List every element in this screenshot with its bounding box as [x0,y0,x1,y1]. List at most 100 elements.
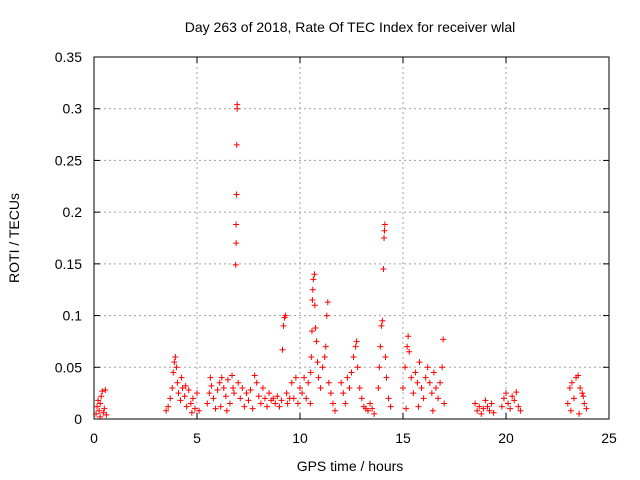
data-point [327,390,334,397]
data-point [509,393,516,400]
data-point [208,382,215,389]
data-point [356,384,363,391]
data-point [171,359,178,366]
data-point [352,343,359,350]
y-axis-label: ROTI / TECUs [6,193,22,283]
data-point [224,376,231,383]
data-point [187,400,194,407]
data-point [353,338,360,345]
y-tick-label: 0.05 [55,359,82,375]
data-point [513,389,520,396]
data-point [178,374,185,381]
data-point [212,405,219,412]
data-point [251,372,258,379]
data-point [426,379,433,386]
data-point [412,369,419,376]
data-point [439,364,446,371]
x-tick-label: 15 [395,430,411,446]
data-point [274,393,281,400]
data-point [179,384,186,391]
data-point [194,390,200,397]
data-point [163,407,170,414]
data-point [103,411,110,418]
data-point [319,364,326,371]
data-point [478,410,485,417]
data-point [324,299,331,306]
data-point [220,384,227,391]
chart-title: Day 263 of 2018, Rate Of TEC Index for r… [185,19,515,35]
data-point [288,379,295,386]
data-point [294,400,301,407]
data-point [577,384,584,391]
data-point [338,379,345,386]
y-tick-label: 0.25 [55,152,82,168]
data-points [93,101,590,420]
data-point [235,379,242,386]
data-point [430,369,437,376]
data-point [303,395,310,402]
data-point [233,141,240,148]
data-point [272,400,279,407]
data-point [169,384,176,391]
data-point [233,221,240,228]
data-point [101,405,108,412]
data-point [435,395,442,402]
data-point [207,374,214,381]
y-tick-label: 0.15 [55,256,82,272]
data-point [580,393,587,400]
data-point [350,353,357,360]
data-point [498,403,505,410]
data-point [564,400,571,407]
data-point [371,410,378,417]
data-point [317,384,324,391]
data-point [261,395,268,402]
data-point [403,405,410,412]
data-point [257,400,264,407]
data-point [581,400,588,407]
data-point [177,397,184,404]
data-point [96,407,103,414]
data-point [344,374,351,381]
data-point [480,405,487,412]
data-point [410,390,417,397]
data-point [308,353,315,360]
data-point [266,390,273,397]
data-point [226,400,233,407]
data-point [210,395,217,402]
data-point [278,397,285,404]
data-point [279,346,286,353]
x-tick-label: 25 [601,430,617,446]
data-point [486,407,493,414]
data-point [429,407,436,414]
data-point [191,405,198,412]
plot-frame [93,56,610,420]
x-tick-label: 20 [498,430,514,446]
data-point [307,400,314,407]
data-point [167,395,174,402]
y-tick-label: 0.1 [63,308,83,324]
data-point [204,400,211,407]
data-point [311,302,318,309]
data-point [307,369,314,376]
data-point [174,379,181,386]
data-point [484,403,491,410]
data-point [94,403,101,410]
data-point [309,297,316,304]
data-point [312,324,319,331]
data-point [245,397,252,404]
y-tick-label: 0.35 [55,49,82,65]
data-point [173,364,180,371]
axis-ticks [93,56,610,420]
data-point [367,400,374,407]
data-point [175,390,182,397]
data-point [233,240,240,247]
data-point [189,395,196,402]
data-point [342,400,349,407]
y-tick-label: 0.3 [63,101,83,117]
data-point [97,400,104,407]
data-point [314,359,321,366]
data-point [379,317,386,324]
data-point [222,393,229,400]
data-point [196,407,203,414]
